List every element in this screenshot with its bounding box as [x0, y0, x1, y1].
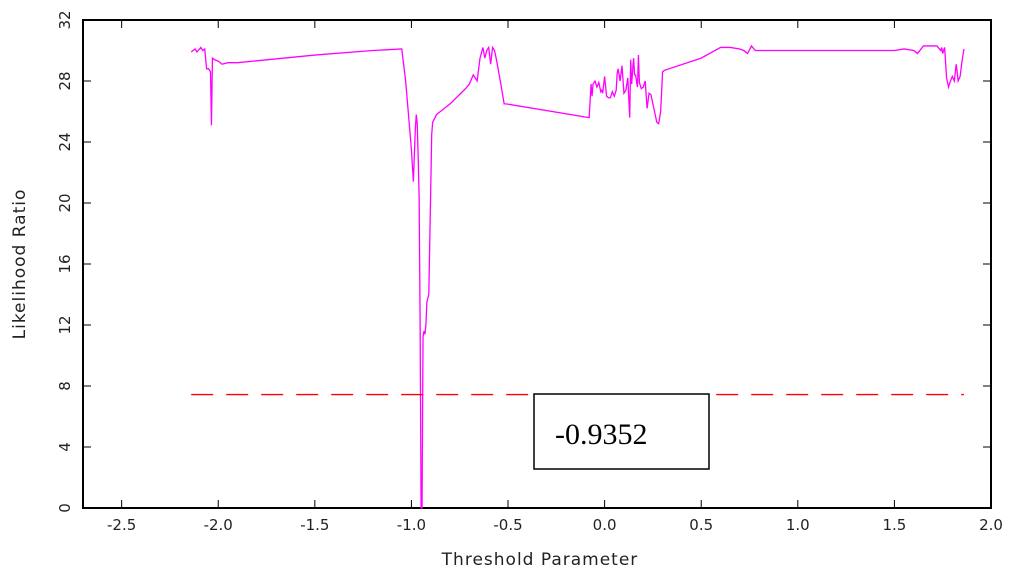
axis-ticks — [83, 19, 992, 509]
annotation-text: -0.9352 — [555, 418, 648, 451]
y-tick-label: 28 — [56, 71, 74, 90]
y-tick-label: 24 — [56, 132, 74, 151]
x-tick-label: -1.5 — [300, 516, 329, 534]
y-tick-label: 20 — [56, 193, 74, 212]
x-tick-label: 0.0 — [593, 516, 617, 534]
y-tick-label: 16 — [56, 254, 74, 273]
y-tick-label: 4 — [56, 442, 74, 452]
likelihood-ratio-line — [190, 44, 965, 509]
y-tick-label: 0 — [56, 503, 74, 513]
x-tick-label: 0.5 — [689, 516, 713, 534]
annotation-box: -0.9352 — [533, 393, 710, 470]
x-tick-labels: -2.5 -2.0 -1.5 -1.0 -0.5 0.0 0.5 1.0 1.5 2.0 — [107, 516, 1003, 534]
x-tick-label: -0.5 — [493, 516, 522, 534]
x-tick-label: 1.5 — [882, 516, 906, 534]
x-axis-title: Threshold Parameter — [441, 550, 639, 570]
y-tick-label: 8 — [56, 381, 74, 391]
x-tick-label: 2.0 — [979, 516, 1003, 534]
x-tick-label: -2.5 — [107, 516, 136, 534]
y-tick-label: 12 — [56, 315, 74, 334]
y-tick-label: 32 — [56, 10, 74, 29]
x-tick-label: -2.0 — [204, 516, 233, 534]
annotation-frame — [533, 393, 710, 470]
x-tick-label: -1.0 — [397, 516, 426, 534]
y-tick-labels: 0 4 8 12 16 20 24 28 32 — [56, 10, 74, 512]
y-axis-title: Likelihood Ratio — [10, 189, 30, 340]
x-tick-label: 1.0 — [786, 516, 810, 534]
